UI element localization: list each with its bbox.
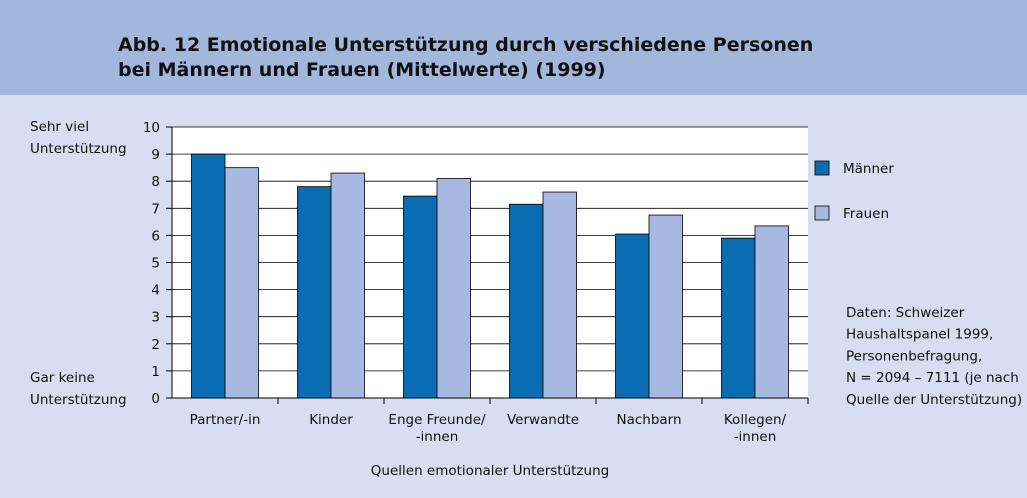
bar <box>330 172 365 399</box>
y-tick-label: 8 <box>151 174 160 190</box>
header-band <box>0 0 1027 95</box>
legend-label: Männer <box>843 161 894 177</box>
bar <box>297 186 332 399</box>
y-tick-label: 10 <box>143 120 160 136</box>
x-tick-label: Enge Freunde/-innen <box>388 412 486 445</box>
bar <box>721 237 756 399</box>
chart-title: Abb. 12 Emotionale Unterstützung durch v… <box>118 34 813 81</box>
bar <box>191 153 226 399</box>
x-tick-label: Kinder <box>309 412 353 428</box>
y-tick-label: 9 <box>151 147 160 163</box>
y-tick-label: 2 <box>151 337 160 353</box>
legend-label: Frauen <box>843 206 889 222</box>
y-tick-label: 3 <box>151 310 160 326</box>
bar <box>615 233 650 399</box>
y-tick-label: 7 <box>151 201 160 217</box>
y-tick-label: 0 <box>151 391 160 407</box>
source-note: Daten: Schweizer Haushaltspanel 1999, Pers… <box>846 305 1022 408</box>
x-tick-label: Partner/-in <box>190 412 261 428</box>
bar <box>648 214 683 399</box>
x-tick-label: Verwandte <box>507 412 579 428</box>
bar <box>436 178 471 399</box>
y-tick-label: 4 <box>151 283 160 299</box>
y-tick-label: 5 <box>151 256 160 272</box>
y-label-top: Sehr viel Unterstützung <box>30 119 127 157</box>
bar <box>509 203 544 399</box>
bar <box>224 167 259 399</box>
y-label-bottom: Gar keine Unterstützung <box>30 370 127 408</box>
legend-swatch <box>814 205 830 221</box>
x-tick-label: Nachbarn <box>616 412 681 428</box>
x-tick-label: Kollegen/-innen <box>724 412 787 445</box>
legend-swatch <box>814 160 830 176</box>
bar <box>542 191 577 399</box>
y-tick-label: 6 <box>151 228 160 244</box>
bar <box>754 225 789 399</box>
x-axis-title: Quellen emotionaler Unterstützung <box>371 463 609 479</box>
y-tick-label: 1 <box>151 364 160 380</box>
bar <box>403 195 438 399</box>
